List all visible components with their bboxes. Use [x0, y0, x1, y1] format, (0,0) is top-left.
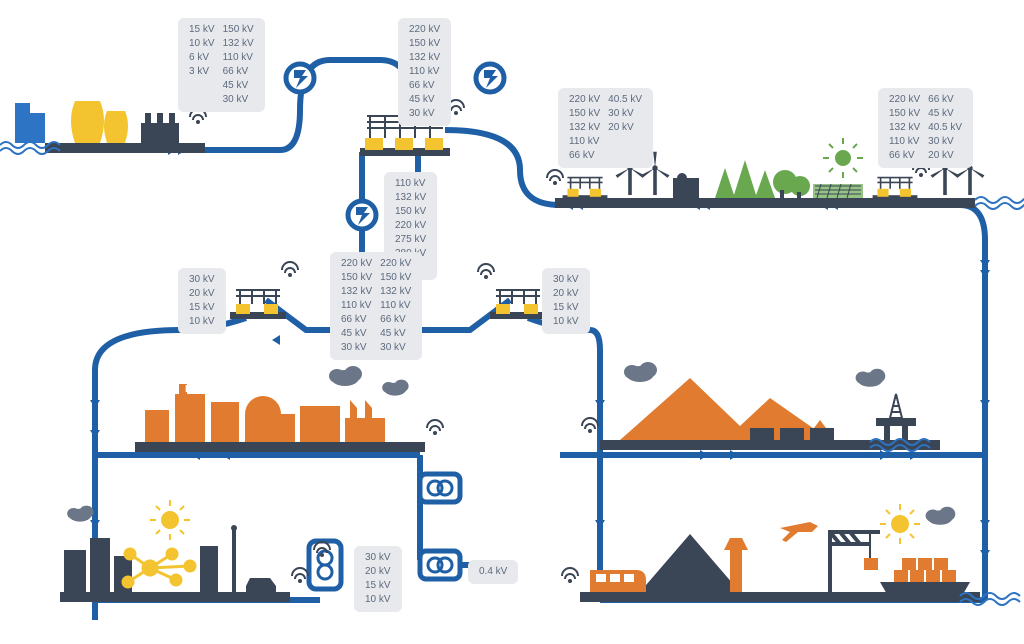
label-lv-a: 30 kV20 kV15 kV10 kV	[354, 546, 402, 612]
label-lv-b: 0.4 kV	[468, 560, 518, 584]
label-ren-right: 220 kV66 kV150 kV45 kV132 kV40.5 kV110 k…	[878, 88, 973, 168]
scene-smart-city	[60, 500, 330, 602]
label-dist-mid: 220 kV220 kV150 kV150 kV132 kV132 kV110 …	[330, 252, 422, 360]
label-ren-left: 220 kV40.5 kV150 kV30 kV132 kV20 kV110 k…	[558, 88, 653, 168]
svg-text:H: H	[185, 384, 192, 395]
scene-industrial-city: H	[135, 366, 443, 452]
grid-diagram: H	[0, 0, 1024, 644]
label-gen-left: 15 kV150 kV10 kV132 kV6 kV110 kV3 kV66 k…	[178, 18, 265, 112]
scene-power-plant	[0, 101, 206, 154]
scene-transport	[562, 504, 1020, 605]
scene-mining	[582, 362, 940, 451]
label-dist-right: 30 kV20 kV15 kV10 kV	[542, 268, 590, 334]
label-dist-left: 30 kV20 kV15 kV10 kV	[178, 268, 226, 334]
label-sub-top: 220 kV150 kV132 kV110 kV66 kV45 kV30 kV	[398, 18, 451, 126]
